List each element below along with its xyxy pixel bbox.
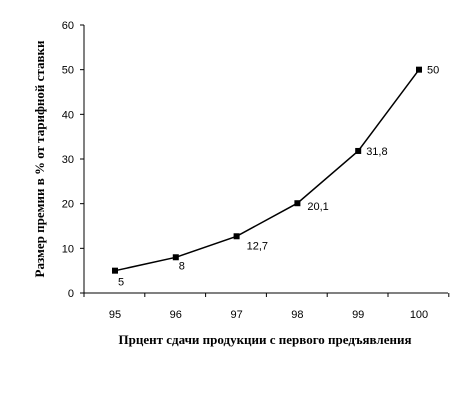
data-label: 8 [179, 260, 185, 272]
data-label: 5 [118, 277, 124, 289]
y-axis-title: Размер премии в % от тарифной ставки [32, 40, 47, 277]
y-tick-label: 50 [62, 65, 74, 77]
data-label: 50 [427, 65, 439, 77]
y-tick-label: 10 [62, 243, 74, 255]
data-label: 31,8 [366, 146, 387, 158]
data-labels: 5 8 12,7 20,1 31,8 50 [118, 65, 439, 289]
y-tick-label: 40 [62, 109, 74, 121]
x-tick-label: 95 [109, 309, 121, 321]
data-point-marker [172, 254, 179, 261]
data-point-marker [355, 147, 362, 154]
x-tick-label: 100 [410, 309, 428, 321]
y-tick-label: 60 [62, 20, 74, 32]
y-tick-label: 20 [62, 199, 74, 211]
x-tick-label: 97 [230, 309, 242, 321]
data-point-marker [416, 66, 422, 73]
x-axis-title: Прцент сдачи продукции с первого предъяв… [119, 332, 412, 347]
y-tick-label: 0 [68, 288, 74, 300]
x-tick-label: 96 [170, 309, 182, 321]
series-markers [112, 66, 422, 274]
x-axis-ticks: 95 96 97 98 99 100 [83, 293, 450, 321]
y-tick-label: 30 [62, 154, 74, 166]
x-tick-label: 98 [291, 309, 303, 321]
data-label: 12,7 [247, 240, 268, 252]
data-point-marker [233, 233, 240, 240]
y-axis-ticks: 0 10 20 30 40 50 60 [62, 20, 84, 300]
data-label: 20,1 [307, 201, 328, 213]
series-line [114, 69, 420, 272]
x-tick-label: 99 [352, 309, 364, 321]
data-point-marker [294, 200, 301, 207]
data-point-marker [112, 267, 118, 274]
